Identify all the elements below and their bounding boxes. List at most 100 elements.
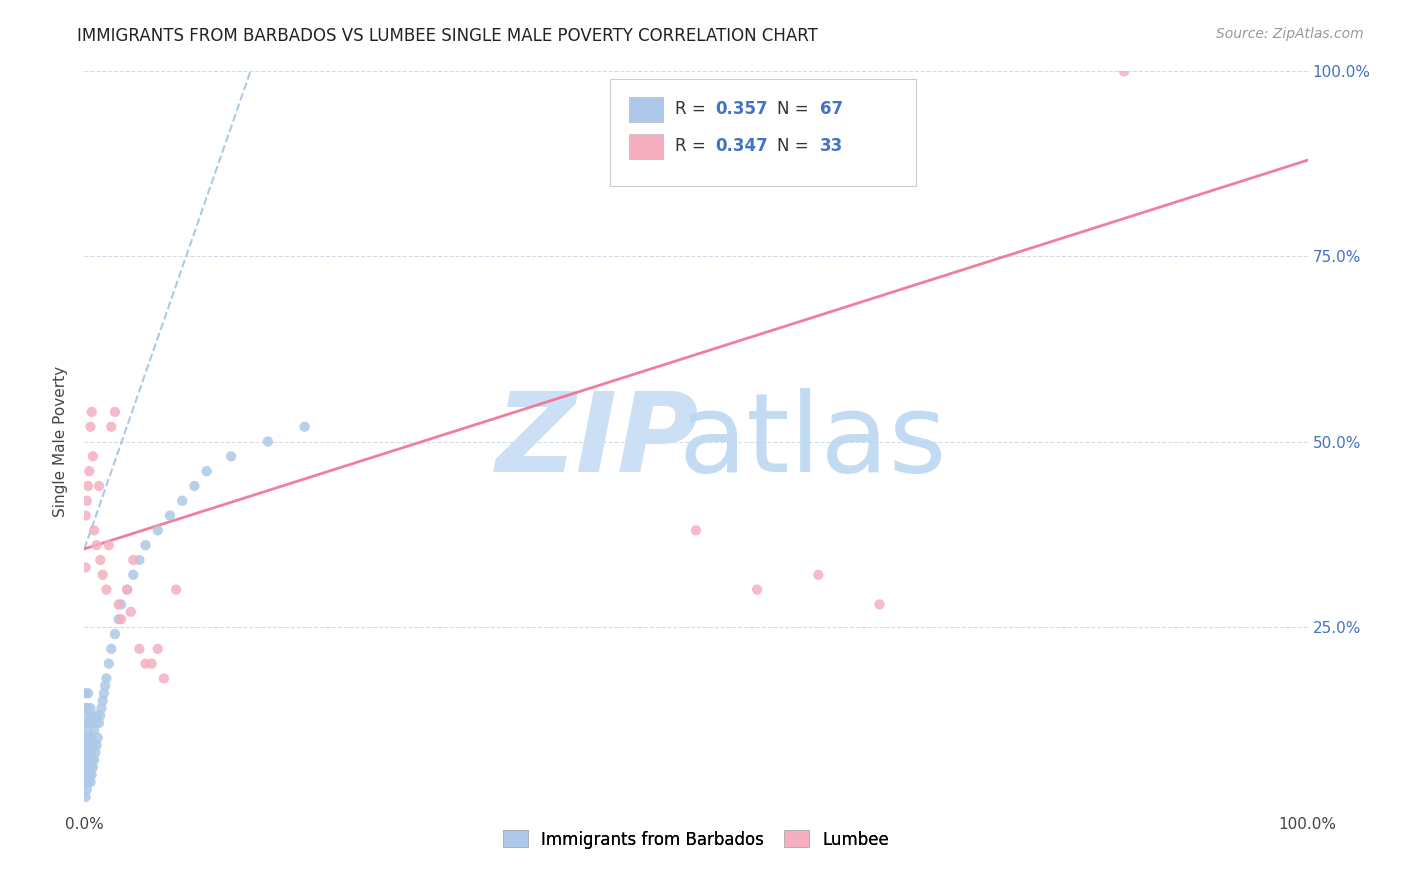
Point	[77, 464, 100, 478]
Point	[80, 731, 103, 745]
Text: 33: 33	[820, 137, 842, 155]
Point	[86, 708, 108, 723]
Text: N =: N =	[776, 100, 814, 118]
Text: R =: R =	[675, 100, 711, 118]
Point	[75, 731, 97, 745]
Point	[94, 679, 117, 693]
Point	[75, 508, 97, 523]
Point	[76, 701, 98, 715]
Point	[807, 567, 830, 582]
Point	[97, 657, 120, 671]
Point	[87, 479, 110, 493]
Text: ZIP: ZIP	[496, 388, 700, 495]
Point	[87, 715, 110, 730]
Point	[77, 715, 100, 730]
Point	[77, 746, 100, 760]
Text: atlas: atlas	[678, 388, 946, 495]
Point	[115, 582, 138, 597]
Point	[89, 553, 111, 567]
Point	[89, 708, 111, 723]
Point	[146, 524, 169, 538]
Y-axis label: Single Male Poverty: Single Male Poverty	[53, 366, 69, 517]
Point	[172, 493, 194, 508]
FancyBboxPatch shape	[628, 135, 664, 159]
Point	[82, 760, 104, 774]
Point	[76, 723, 98, 738]
Point	[75, 701, 97, 715]
Point	[153, 672, 176, 686]
Point	[76, 738, 98, 752]
Point	[84, 746, 107, 760]
Point	[83, 524, 105, 538]
Point	[107, 598, 129, 612]
Point	[86, 538, 108, 552]
Point	[869, 598, 891, 612]
Text: Source: ZipAtlas.com: Source: ZipAtlas.com	[1216, 27, 1364, 41]
Point	[90, 701, 112, 715]
Text: 67: 67	[820, 100, 842, 118]
Point	[83, 723, 105, 738]
Point	[77, 479, 100, 493]
Point	[122, 553, 145, 567]
Point	[83, 753, 105, 767]
Point	[75, 746, 97, 760]
Point	[120, 605, 142, 619]
Point	[93, 686, 115, 700]
Point	[159, 508, 181, 523]
Point	[77, 686, 100, 700]
Point	[75, 760, 97, 774]
Point	[110, 612, 132, 626]
Point	[79, 731, 101, 745]
Point	[79, 775, 101, 789]
Point	[91, 567, 114, 582]
Point	[79, 746, 101, 760]
Point	[80, 405, 103, 419]
Point	[80, 767, 103, 781]
Point	[76, 493, 98, 508]
Point	[77, 760, 100, 774]
Point	[747, 582, 769, 597]
Text: 0.357: 0.357	[716, 100, 768, 118]
Point	[75, 789, 97, 804]
Point	[122, 567, 145, 582]
Point	[84, 715, 107, 730]
Point	[75, 715, 97, 730]
Point	[294, 419, 316, 434]
Point	[128, 641, 150, 656]
Point	[79, 419, 101, 434]
Point	[1114, 64, 1136, 78]
Point	[82, 715, 104, 730]
Point	[100, 419, 122, 434]
Point	[77, 738, 100, 752]
Point	[183, 479, 205, 493]
Point	[128, 553, 150, 567]
Point	[77, 767, 100, 781]
Point	[77, 708, 100, 723]
Legend: Immigrants from Barbados, Lumbee: Immigrants from Barbados, Lumbee	[496, 823, 896, 855]
Point	[135, 657, 157, 671]
Text: IMMIGRANTS FROM BARBADOS VS LUMBEE SINGLE MALE POVERTY CORRELATION CHART: IMMIGRANTS FROM BARBADOS VS LUMBEE SINGL…	[77, 27, 818, 45]
Point	[97, 538, 120, 552]
Point	[195, 464, 218, 478]
Point	[685, 524, 707, 538]
Point	[110, 598, 132, 612]
Point	[77, 731, 100, 745]
Point	[87, 731, 110, 745]
Point	[86, 738, 108, 752]
Point	[135, 538, 157, 552]
Point	[77, 775, 100, 789]
Text: 0.347: 0.347	[716, 137, 768, 155]
Text: R =: R =	[675, 137, 711, 155]
Point	[76, 753, 98, 767]
Point	[165, 582, 187, 597]
Point	[91, 694, 114, 708]
Point	[96, 672, 118, 686]
Point	[115, 582, 138, 597]
Point	[219, 450, 242, 464]
FancyBboxPatch shape	[610, 78, 917, 186]
Point	[77, 753, 100, 767]
Point	[79, 701, 101, 715]
Point	[146, 641, 169, 656]
Point	[104, 405, 127, 419]
Point	[82, 450, 104, 464]
